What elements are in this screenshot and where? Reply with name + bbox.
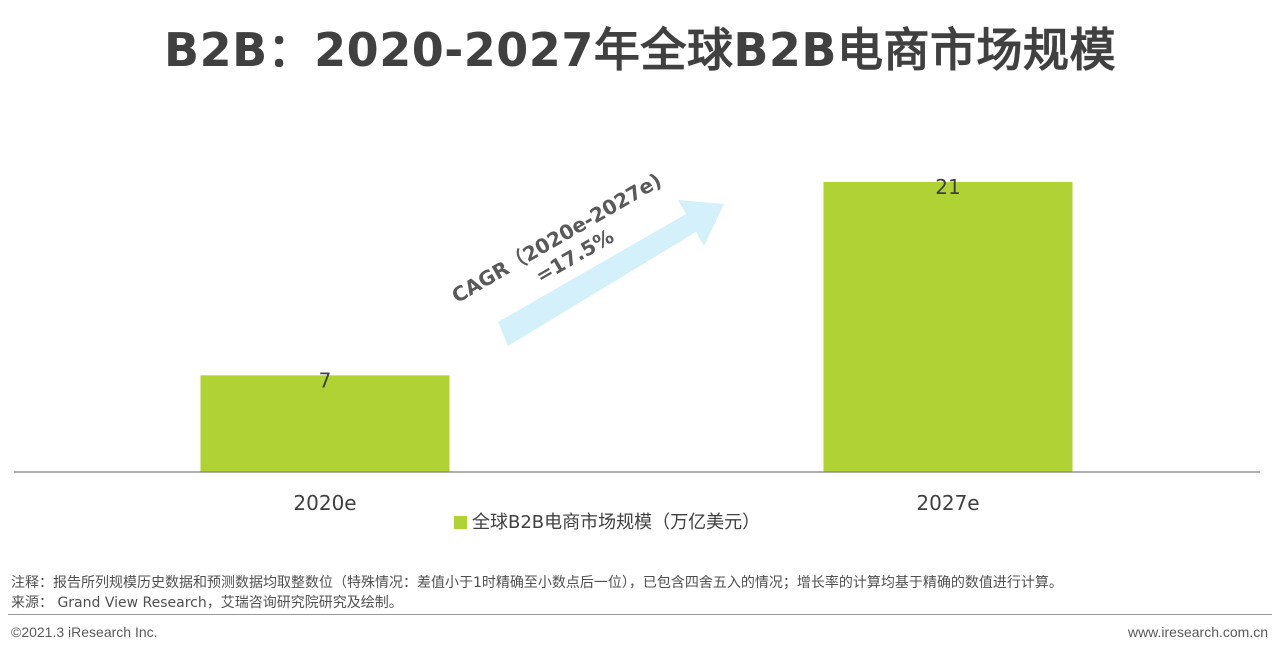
bar-chart: CAGR（2020e-2027e) =17.5% 721 2020e 2027e … — [14, 168, 1260, 533]
website-link[interactable]: www.iresearch.com.cn — [1127, 624, 1268, 640]
bar-2027e — [823, 182, 1073, 472]
source-note: 来源： Grand View Research，艾瑞咨询研究院研究及绘制。 — [11, 595, 403, 611]
legend-swatch — [454, 516, 467, 529]
x-tick-2020e: 2020e — [293, 491, 356, 515]
page-title: B2B：2020-2027年全球B2B电商市场规模 — [164, 23, 1116, 77]
data-label-2020e: 7 — [319, 368, 332, 392]
cagr-annotation: CAGR（2020e-2027e) =17.5% — [447, 168, 724, 346]
data-label-2027e: 21 — [935, 175, 960, 199]
cagr-arrow-icon — [498, 200, 724, 346]
x-tick-2027e: 2027e — [916, 491, 979, 515]
x-tick-labels: 2020e 2027e — [293, 491, 979, 515]
copyright-text: ©2021.3 iResearch Inc. — [11, 624, 158, 640]
bars-group: 7 21 — [200, 175, 1073, 472]
footnote: 注释：报告所列规模历史数据和预测数据均取整数位（特殊情况：差值小于1时精确至小数… — [11, 575, 1063, 591]
cagr-label: CAGR（2020e-2027e) — [447, 168, 665, 308]
legend: 全球B2B电商市场规模（万亿美元） — [454, 512, 760, 533]
legend-label: 全球B2B电商市场规模（万亿美元） — [472, 512, 760, 533]
footer-divider — [8, 614, 1272, 615]
bar-2020e — [200, 375, 450, 472]
